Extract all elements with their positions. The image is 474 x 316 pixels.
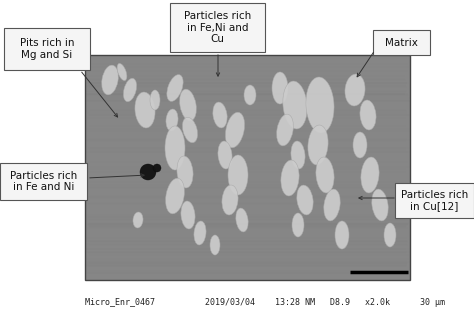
Ellipse shape: [167, 75, 183, 101]
Ellipse shape: [345, 74, 365, 106]
Ellipse shape: [277, 114, 293, 146]
Text: Pits rich in
Mg and Si: Pits rich in Mg and Si: [20, 38, 74, 60]
Ellipse shape: [361, 157, 379, 193]
Ellipse shape: [218, 141, 232, 169]
Ellipse shape: [133, 212, 143, 228]
Ellipse shape: [135, 92, 155, 128]
Ellipse shape: [166, 109, 178, 131]
Ellipse shape: [180, 89, 196, 121]
Ellipse shape: [210, 235, 220, 255]
Ellipse shape: [306, 77, 334, 133]
Ellipse shape: [244, 85, 256, 105]
Bar: [170, 3, 265, 52]
Ellipse shape: [297, 185, 313, 215]
Text: Matrix: Matrix: [385, 38, 418, 47]
Ellipse shape: [360, 100, 376, 130]
Ellipse shape: [153, 164, 161, 172]
Ellipse shape: [222, 185, 238, 215]
Ellipse shape: [372, 189, 388, 221]
Text: Micro_Enr_0467          2019/03/04    13:28 NM   D8.9   x2.0k      30 μm: Micro_Enr_0467 2019/03/04 13:28 NM D8.9 …: [85, 298, 445, 307]
Ellipse shape: [308, 125, 328, 165]
Ellipse shape: [236, 208, 248, 232]
Ellipse shape: [226, 112, 245, 148]
Ellipse shape: [324, 189, 340, 221]
Ellipse shape: [384, 223, 396, 247]
Ellipse shape: [316, 157, 334, 193]
Bar: [4, 28, 90, 70]
Bar: [373, 30, 430, 55]
Bar: [395, 183, 474, 218]
Ellipse shape: [140, 164, 156, 180]
Ellipse shape: [165, 126, 185, 170]
Ellipse shape: [182, 117, 198, 143]
Ellipse shape: [150, 90, 160, 110]
Ellipse shape: [228, 155, 248, 195]
Ellipse shape: [272, 72, 288, 104]
Ellipse shape: [102, 65, 118, 95]
Ellipse shape: [291, 141, 305, 169]
Text: Particles rich
in Fe and Ni: Particles rich in Fe and Ni: [10, 171, 77, 192]
Bar: [0, 163, 87, 200]
Bar: [85, 55, 410, 280]
Ellipse shape: [292, 213, 304, 237]
Ellipse shape: [281, 160, 299, 196]
Ellipse shape: [117, 64, 127, 81]
Ellipse shape: [353, 132, 367, 158]
Ellipse shape: [283, 81, 307, 129]
Ellipse shape: [194, 221, 206, 245]
Text: Particles rich
in Cu[12]: Particles rich in Cu[12]: [401, 190, 468, 211]
Ellipse shape: [177, 156, 193, 188]
Ellipse shape: [335, 221, 349, 249]
Ellipse shape: [181, 201, 195, 229]
Ellipse shape: [165, 178, 184, 214]
Text: Particles rich
in Fe,Ni and
Cu: Particles rich in Fe,Ni and Cu: [184, 11, 251, 44]
Ellipse shape: [123, 78, 137, 102]
Ellipse shape: [213, 102, 227, 128]
